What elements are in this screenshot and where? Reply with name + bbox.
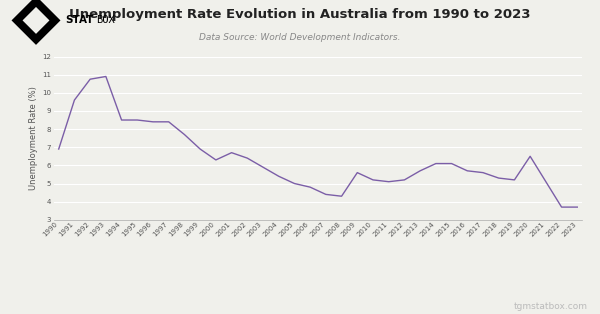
Text: STAT: STAT: [65, 15, 94, 25]
Text: tgmstatbox.com: tgmstatbox.com: [514, 302, 588, 311]
Text: Unemployment Rate Evolution in Australia from 1990 to 2023: Unemployment Rate Evolution in Australia…: [69, 8, 531, 21]
Text: BOX: BOX: [97, 15, 115, 25]
Text: Data Source: World Development Indicators.: Data Source: World Development Indicator…: [199, 33, 401, 42]
Y-axis label: Unemployment Rate (%): Unemployment Rate (%): [29, 86, 38, 190]
